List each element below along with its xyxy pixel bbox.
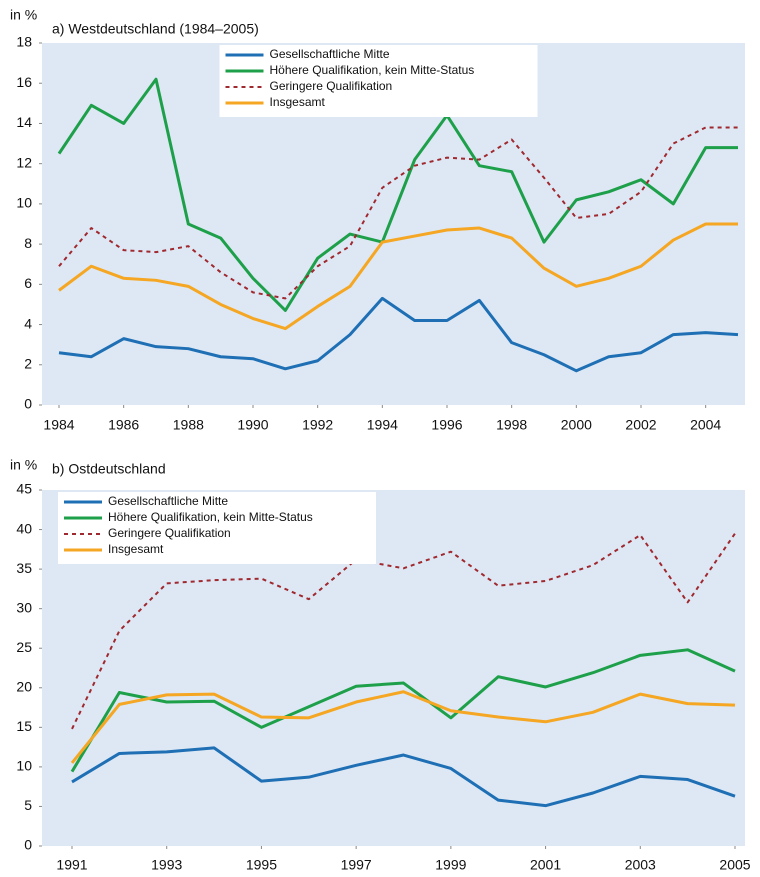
- legend-label: Insgesamt: [270, 95, 326, 109]
- legend-box: [58, 492, 376, 564]
- legend-label: Insgesamt: [108, 542, 164, 556]
- y-tick-label: 25: [16, 639, 32, 655]
- y-tick-label: 18: [16, 34, 32, 50]
- x-tick-label: 1994: [367, 417, 398, 433]
- x-tick-label: 2002: [625, 417, 656, 433]
- legend-label: Geringere Qualifikation: [270, 79, 393, 93]
- y-tick-label: 30: [16, 599, 32, 615]
- legend-label: Geringere Qualifikation: [108, 526, 231, 540]
- x-tick-label: 2003: [625, 857, 656, 873]
- y-axis-label: in %: [10, 7, 37, 23]
- x-tick-label: 1992: [302, 417, 333, 433]
- y-tick-label: 4: [24, 315, 32, 331]
- y-tick-label: 20: [16, 678, 32, 694]
- y-tick-label: 35: [16, 560, 32, 576]
- x-tick-label: 2005: [719, 857, 750, 873]
- legend-label: Gesellschaftliche Mitte: [108, 494, 228, 508]
- y-tick-label: 14: [16, 114, 32, 130]
- x-tick-label: 1996: [431, 417, 462, 433]
- y-tick-label: 5: [24, 797, 32, 813]
- x-tick-label: 1991: [56, 857, 87, 873]
- data-line: [58, 222, 738, 331]
- x-tick-label: 1999: [435, 857, 466, 873]
- y-tick-label: 10: [16, 758, 32, 774]
- y-tick-label: 15: [16, 718, 32, 734]
- y-tick-label: 6: [24, 275, 32, 291]
- data-line: [71, 532, 736, 730]
- data-line: [58, 296, 739, 373]
- x-tick-label: 2001: [530, 857, 561, 873]
- data-line: [70, 648, 736, 773]
- y-tick-label: 2: [24, 355, 32, 371]
- legend-label: Höhere Qualifikation, kein Mitte-Status: [270, 63, 475, 77]
- data-line: [58, 126, 738, 300]
- x-tick-label: 1998: [496, 417, 527, 433]
- x-tick-label: 1986: [108, 417, 139, 433]
- x-tick-label: 1997: [341, 857, 372, 873]
- legend-label: Höhere Qualifikation, kein Mitte-Status: [108, 510, 313, 524]
- y-axis-label: in %: [10, 457, 37, 473]
- x-tick-label: 2000: [561, 417, 592, 433]
- x-tick-label: 1990: [237, 417, 268, 433]
- y-tick-label: 40: [16, 520, 32, 536]
- chart-title: b) Ostdeutschland: [52, 461, 166, 477]
- y-tick-label: 0: [24, 837, 32, 853]
- x-tick-label: 1984: [43, 417, 74, 433]
- x-tick-label: 2004: [690, 417, 721, 433]
- chart-title: a) Westdeutschland (1984–2005): [52, 21, 259, 37]
- y-tick-label: 8: [24, 235, 32, 251]
- data-line: [57, 77, 738, 312]
- y-tick-label: 16: [16, 74, 32, 90]
- data-line: [71, 746, 736, 808]
- legend-label: Gesellschaftliche Mitte: [270, 47, 390, 61]
- x-tick-label: 1995: [246, 857, 277, 873]
- x-tick-label: 1993: [151, 857, 182, 873]
- y-tick-label: 12: [16, 154, 32, 170]
- y-tick-label: 10: [16, 195, 32, 211]
- data-line: [70, 690, 736, 764]
- y-tick-label: 45: [16, 481, 32, 497]
- y-tick-label: 0: [24, 396, 32, 412]
- x-tick-label: 1988: [173, 417, 204, 433]
- legend-box: [219, 45, 538, 117]
